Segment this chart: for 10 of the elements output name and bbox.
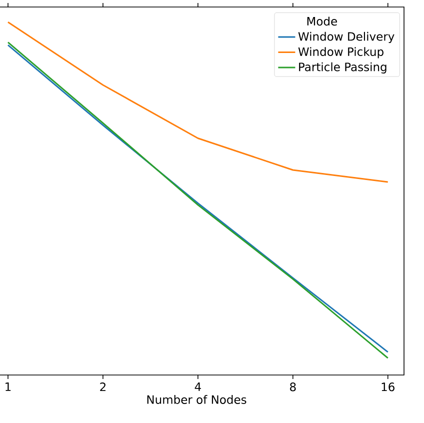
legend-label: Window Delivery [298, 32, 394, 44]
x-tick-label: 4 [194, 382, 201, 391]
x-axis-title: Number of Nodes [147, 395, 246, 404]
legend-label: Window Pickup [298, 47, 384, 58]
x-tick-label: 8 [290, 382, 296, 392]
x-tick-label: 1 [6, 382, 11, 391]
x-tick-label: 2 [100, 382, 106, 392]
legend-title: Mode [307, 16, 337, 26]
x-tick-label: 16 [382, 382, 394, 392]
legend-label: Particle Passing [299, 62, 386, 74]
